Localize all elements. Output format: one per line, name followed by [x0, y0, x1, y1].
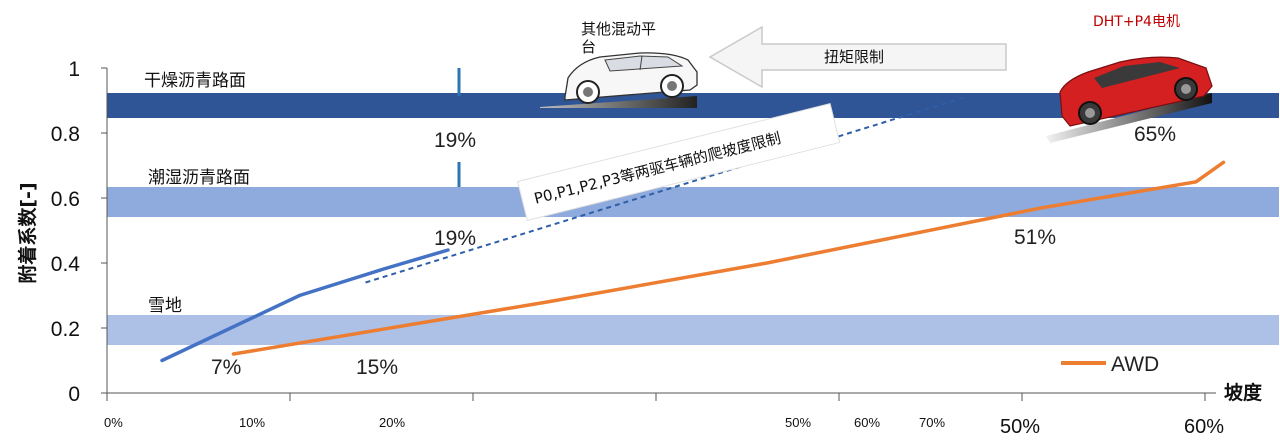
x-tick-0: 0% [104, 415, 123, 430]
y-tick-label: 0.4 [51, 253, 81, 276]
dry-blue-value: 19% [434, 129, 476, 152]
x-tick-60-small: 60% [854, 415, 880, 430]
x-tick-20: 20% [379, 415, 405, 430]
x-axis-label: 坡度 [1224, 381, 1263, 404]
torque-limit-arrow: 扭矩限制 [708, 25, 1007, 89]
dht-label: DHT+P4电机 [1093, 14, 1180, 30]
band-snow [107, 315, 1279, 345]
x-tick-10: 10% [239, 415, 265, 430]
x-minor-ticks [106, 393, 1206, 401]
x-tick-50-large: 50% [1000, 416, 1040, 438]
legend-awd-label: AWD [1111, 353, 1159, 376]
snow-awd-value: 15% [356, 356, 398, 379]
y-tick-label: 0 [68, 383, 80, 406]
white-suv-icon [540, 52, 698, 108]
other-hybrid-label: 其他混动平 台 [581, 20, 661, 56]
y-tick-label: 1 [68, 58, 80, 81]
x-tick-70-small: 70% [919, 415, 945, 430]
series-blue-dashed [365, 96, 966, 284]
y-tick-label: 0.2 [51, 318, 80, 341]
red-suv-icon [1046, 56, 1213, 143]
dry-awd-value: 65% [1134, 123, 1176, 146]
x-tick-50-small: 50% [785, 415, 811, 430]
series-awd-line [231, 160, 1226, 356]
wet-awd-value: 51% [1014, 226, 1056, 249]
band-label-wet: 潮湿沥青路面 [148, 168, 250, 188]
series-blue-line [160, 248, 450, 363]
y-tick-label: 0.6 [51, 188, 80, 211]
x-tick-60-large: 60% [1184, 416, 1224, 438]
band-label-dry: 干燥沥青路面 [144, 71, 246, 91]
torque-limit-text: 扭矩限制 [824, 48, 884, 66]
band-wet [107, 187, 1279, 217]
wet-blue-value: 19% [434, 227, 476, 250]
snow-blue-value: 7% [211, 356, 241, 379]
y-axis-label: 附着系数[-] [16, 182, 39, 283]
legend: AWD [1061, 353, 1159, 376]
band-label-snow: 雪地 [148, 296, 182, 316]
y-ticks: 0 0.2 0.4 0.6 0.8 1 [51, 58, 107, 406]
y-tick-label: 0.8 [51, 123, 80, 146]
